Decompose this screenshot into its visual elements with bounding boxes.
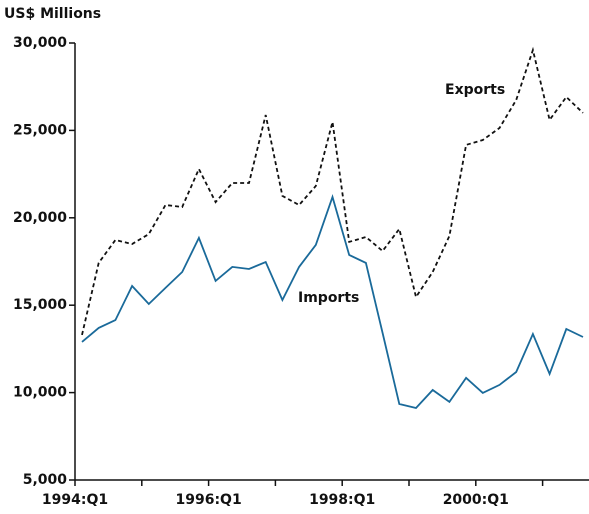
y-axis-label: US$ Millions	[4, 6, 101, 22]
x-tick-label: 1996:Q1	[175, 492, 241, 508]
series-label: Exports	[445, 82, 505, 98]
y-tick-label: 25,000	[13, 122, 67, 138]
y-tick-label: 5,000	[23, 472, 68, 488]
series-line	[81, 194, 584, 409]
x-tick-label: 2000:Q1	[443, 492, 509, 508]
y-tick-label: 30,000	[13, 35, 67, 51]
series-label: Imports	[298, 290, 359, 306]
series-line	[81, 46, 584, 336]
y-tick-label: 10,000	[13, 385, 67, 401]
x-tick-label: 1998:Q1	[309, 492, 375, 508]
x-tick-label: 1994:Q1	[42, 492, 108, 508]
y-tick-label: 20,000	[13, 210, 67, 226]
y-tick-label: 15,000	[13, 297, 67, 313]
